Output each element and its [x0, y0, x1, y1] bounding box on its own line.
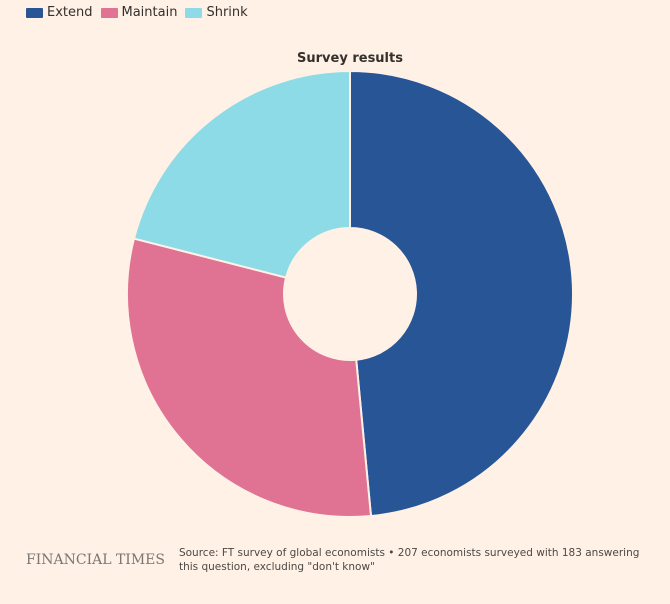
chart-legend: Extend Maintain Shrink	[26, 5, 248, 21]
slice-shrink	[132, 69, 351, 279]
legend-swatch-shrink	[185, 8, 203, 18]
chart-title: Survey results	[297, 51, 403, 66]
legend-item-extend: Extend	[26, 5, 93, 21]
legend-label-maintain: Maintain	[121, 5, 178, 20]
legend-label-extend: Extend	[47, 5, 93, 20]
legend-item-maintain: Maintain	[100, 5, 178, 21]
slice-maintain	[126, 237, 373, 518]
donut-slices	[126, 69, 574, 518]
ft-logo: FINANCIAL TIMES	[26, 552, 165, 568]
chart-footer: FINANCIAL TIMES Source: FT survey of glo…	[26, 546, 646, 574]
source-note: Source: FT survey of global economists •…	[178, 547, 640, 573]
legend-swatch-maintain	[100, 8, 118, 18]
slice-extend	[349, 69, 574, 518]
legend-label-shrink: Shrink	[206, 5, 248, 20]
legend-item-shrink: Shrink	[185, 5, 248, 21]
legend-swatch-extend	[26, 8, 43, 18]
